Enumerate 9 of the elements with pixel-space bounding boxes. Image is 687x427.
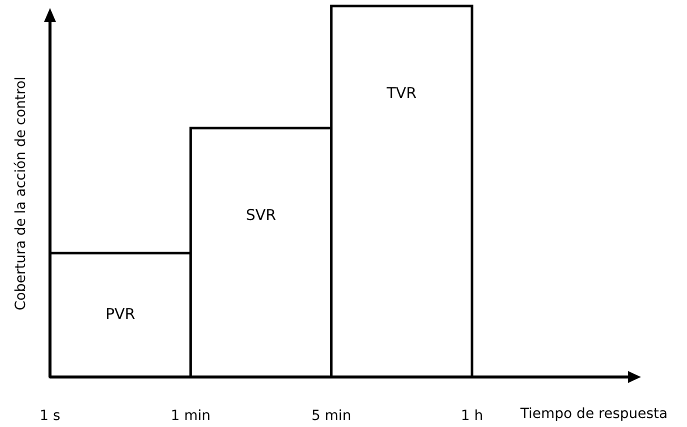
y-axis-title: Cobertura de la acción de control bbox=[13, 76, 29, 310]
annotation: PVR bbox=[105, 305, 136, 324]
annotation: SVR bbox=[246, 206, 276, 224]
x-axis-title: Tiempo de respuesta bbox=[519, 406, 668, 422]
text: 1 min bbox=[170, 408, 211, 424]
annotation: TVR bbox=[386, 84, 417, 102]
text: 1 s bbox=[40, 408, 60, 424]
text: 1 h bbox=[460, 408, 484, 424]
text: 5 min bbox=[311, 408, 352, 424]
